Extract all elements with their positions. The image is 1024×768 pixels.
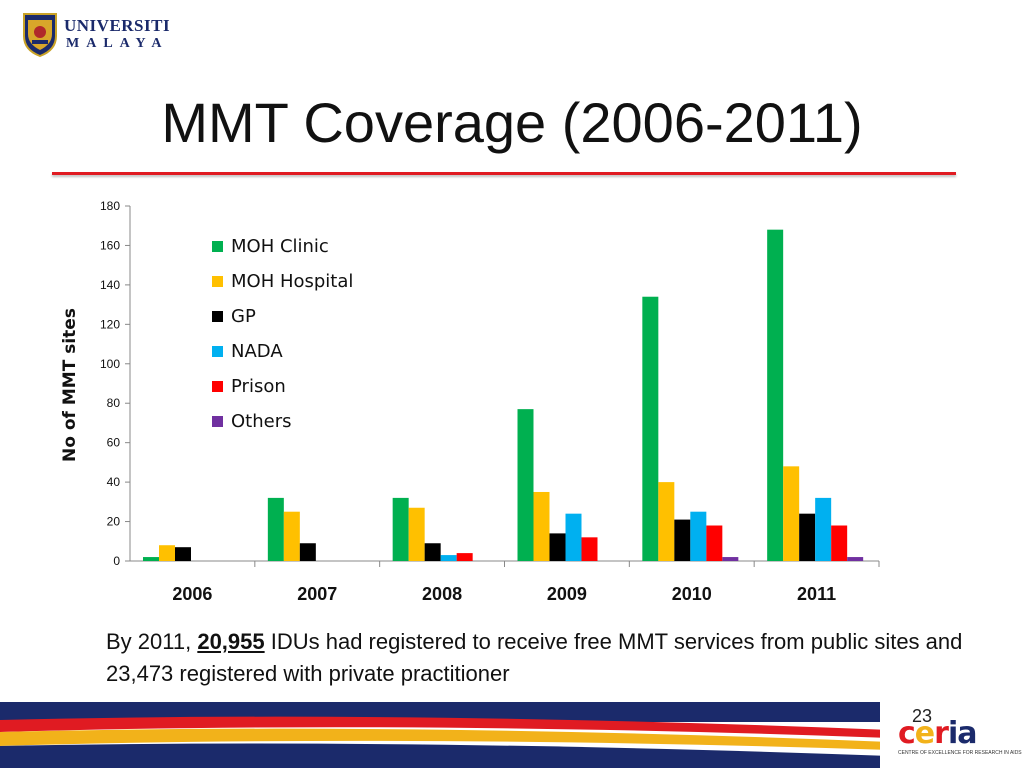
title-divider (52, 172, 956, 175)
caption-text: By 2011, 20,955 IDUs had registered to r… (106, 626, 986, 690)
bar-moh-hospital (408, 507, 425, 561)
footer-swoosh (0, 702, 1024, 768)
bar-gp (424, 543, 441, 561)
bar-moh-hospital (283, 511, 300, 561)
y-tick-label: 160 (100, 238, 120, 252)
bar-gp (299, 543, 316, 561)
bar-prison (706, 525, 723, 561)
legend-swatch (212, 346, 223, 357)
y-tick-label: 80 (107, 396, 121, 410)
x-tick-label: 2011 (797, 584, 836, 604)
bar-moh-hospital (533, 491, 550, 561)
legend-label: MOH Clinic (231, 236, 329, 257)
caption-highlight-number: 20,955 (197, 629, 265, 654)
logo-text-line2: MALAYA (66, 36, 169, 51)
y-tick-label: 140 (100, 278, 120, 292)
y-tick-label: 100 (100, 357, 120, 371)
bar-gp (674, 519, 691, 561)
logo-text-line1: UNIVERSITI (64, 16, 171, 35)
bar-moh-clinic (642, 296, 659, 561)
page-number: 23 (912, 706, 933, 726)
bar-moh-hospital (159, 545, 175, 561)
x-tick-label: 2010 (672, 584, 712, 604)
legend-swatch (212, 311, 223, 322)
legend-swatch (212, 381, 223, 392)
bar-gp (549, 533, 566, 561)
ceria-subtitle: CENTRE OF EXCELLENCE FOR RESEARCH IN AID… (898, 750, 1022, 756)
bar-nada (690, 511, 707, 561)
bar-prison (831, 525, 848, 561)
x-tick-label: 2008 (422, 584, 462, 604)
bar-moh-clinic (267, 497, 284, 561)
caption-rest: IDUs had registered to receive free MMT … (106, 629, 963, 686)
bar-moh-clinic (392, 497, 409, 561)
bar-prison (456, 553, 473, 561)
bar-gp (175, 547, 191, 561)
legend-label: NADA (231, 341, 283, 362)
legend-label: GP (231, 306, 256, 327)
x-tick-label: 2006 (172, 584, 212, 604)
y-tick-label: 40 (107, 475, 121, 489)
legend-label: Others (231, 411, 292, 432)
bar-moh-hospital (783, 466, 800, 561)
bar-nada (565, 513, 582, 561)
university-logo: UNIVERSITI MALAYA (22, 12, 172, 60)
y-tick-label: 20 (107, 515, 121, 529)
bar-moh-clinic (143, 557, 159, 561)
caption-prefix: By 2011, (106, 629, 198, 654)
bar-nada (440, 555, 457, 561)
bar-others (847, 557, 864, 561)
bar-moh-clinic (767, 229, 784, 561)
bar-moh-clinic (517, 409, 534, 561)
legend-label: MOH Hospital (231, 271, 353, 292)
page-title: MMT Coverage (2006-2011) (161, 91, 863, 154)
y-tick-label: 0 (113, 554, 120, 568)
y-tick-label: 180 (100, 199, 120, 213)
bar-prison (581, 537, 598, 561)
bar-moh-hospital (658, 482, 675, 561)
bar-others (722, 557, 739, 561)
bar-gp (799, 513, 816, 561)
shield-icon (23, 13, 57, 58)
legend-swatch (212, 276, 223, 287)
legend-swatch (212, 416, 223, 427)
bar-nada (815, 497, 832, 561)
y-tick-label: 60 (107, 436, 121, 450)
legend-label: Prison (231, 376, 286, 397)
legend-swatch (212, 241, 223, 252)
bar-chart: 0 20 40 60 80 100 120 140 160 180 2006 2007 2008 2009… (100, 199, 880, 604)
ceria-logo-text: ceria (898, 716, 978, 751)
x-tick-label: 2007 (297, 584, 337, 604)
y-tick-label: 120 (100, 317, 120, 331)
ceria-logo: ceria CENTRE OF EXCELLENCE FOR RESEARCH … (892, 712, 1022, 762)
x-tick-label: 2009 (547, 584, 587, 604)
